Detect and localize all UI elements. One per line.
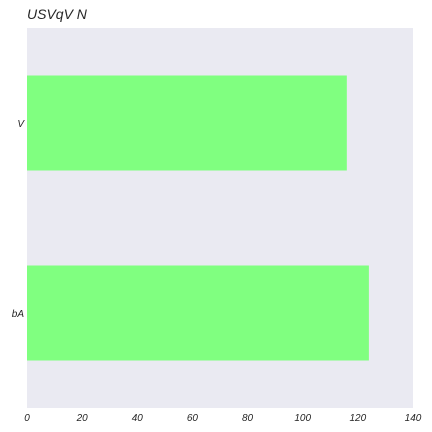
x-tick-label: 40 xyxy=(132,413,144,424)
x-tick-label: 80 xyxy=(242,413,254,424)
x-tick-label: 120 xyxy=(350,413,367,424)
bar-bA xyxy=(27,265,369,361)
x-tick-label: 0 xyxy=(24,413,30,424)
x-tick-label: 140 xyxy=(405,413,422,424)
y-tick-label: bA xyxy=(12,309,25,320)
y-tick-label: V xyxy=(17,119,25,130)
bars-group xyxy=(27,75,369,361)
x-axis: 0 20 40 60 80 100 120 140 xyxy=(24,413,422,424)
x-tick-label: 20 xyxy=(76,413,89,424)
bar-V xyxy=(27,75,347,171)
chart-title: USVqV N xyxy=(27,6,87,22)
x-tick-label: 100 xyxy=(294,413,311,424)
x-tick-label: 60 xyxy=(187,413,199,424)
y-axis: VbA xyxy=(12,119,26,320)
